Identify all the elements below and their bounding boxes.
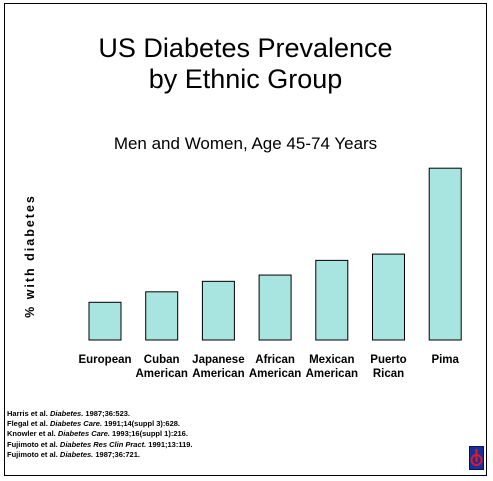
x-tick-label-line: Rican — [373, 368, 404, 380]
reference-3: Fujimoto et al. Diabetes Res Clin Pract.… — [7, 440, 193, 450]
reference-authors: Fujimoto et al. — [7, 449, 60, 459]
x-tick-label-line: African — [255, 354, 295, 366]
reference-citation: 1991;14(suppl 3):628. — [102, 419, 180, 429]
reference-1: Flegal et al. Diabetes Care. 1991;14(sup… — [7, 419, 193, 429]
x-tick-label-line: American — [249, 368, 301, 380]
x-tick-label-6: Pima — [431, 354, 459, 366]
bar-1 — [145, 291, 179, 341]
reference-authors: Fujimoto et al. — [7, 439, 60, 449]
reference-journal: Diabetes. — [49, 409, 84, 418]
x-tick-label-line: American — [135, 368, 187, 380]
reference-citation: 1993;16(suppl 1):216. — [109, 429, 188, 439]
x-tick-label-line: Mexican — [309, 354, 354, 366]
x-tick-label-1: Cuban American — [135, 354, 187, 380]
title-line-1: US Diabetes Prevalence — [98, 33, 393, 63]
reference-authors: Flegal et al. — [7, 419, 50, 429]
reference-0: Harris et al. Diabetes. 1987;36:523. — [7, 409, 193, 419]
reference-4: Fujimoto et al. Diabetes. 1987;36:721. — [7, 450, 193, 460]
reference-journal: Diabetes Res Clin Pract. — [59, 439, 147, 449]
references: Harris et al. Diabetes. 1987;36:523. Fleg… — [7, 409, 193, 460]
reference-citation: 1987;36:523. — [83, 409, 131, 418]
x-tick-label-line: European — [78, 354, 131, 366]
chart-subtitle: Men and Women, Age 45-74 Years — [113, 134, 378, 153]
bar-3 — [258, 274, 292, 341]
slide: US Diabetes Prevalence by Ethnic Group M… — [4, 3, 487, 476]
x-tick-label-line: Cuban — [144, 354, 180, 366]
x-tick-label-3: African American — [249, 354, 301, 380]
title-line-2: by Ethnic Group — [148, 64, 343, 94]
x-tick-label-line: Pima — [431, 354, 459, 366]
bar-4 — [315, 259, 349, 341]
x-tick-label-5: Puerto Rican — [370, 354, 406, 380]
reference-journal: Diabetes. — [59, 449, 94, 459]
reference-2: Knowler et al. Diabetes Care. 1993;16(su… — [7, 429, 193, 439]
reference-authors: Harris et al. — [7, 409, 50, 418]
x-tick-label-2: Japanese American — [192, 354, 244, 380]
x-tick-label-line: American — [306, 368, 358, 380]
x-tick-label-0: European — [78, 354, 131, 366]
diabetes-emblem-icon — [469, 446, 484, 470]
reference-journal: Diabetes Care. — [49, 419, 103, 429]
bar-5 — [372, 253, 405, 341]
x-tick-label-line: Japanese — [192, 354, 244, 366]
reference-journal: Diabetes Care. — [57, 429, 110, 439]
x-tick-label-4: Mexican American — [306, 354, 358, 380]
bar-6 — [428, 167, 462, 341]
reference-citation: 1991;13:119. — [146, 439, 193, 449]
bar-0 — [88, 301, 122, 341]
reference-citation: 1987;36:721. — [93, 449, 140, 459]
reference-authors: Knowler et al. — [7, 429, 58, 439]
x-tick-label-line: Puerto — [370, 354, 406, 366]
chart-title: US Diabetes Prevalence by Ethnic Group — [5, 33, 486, 95]
bar-2 — [201, 280, 235, 341]
x-tick-label-line: American — [192, 368, 244, 380]
